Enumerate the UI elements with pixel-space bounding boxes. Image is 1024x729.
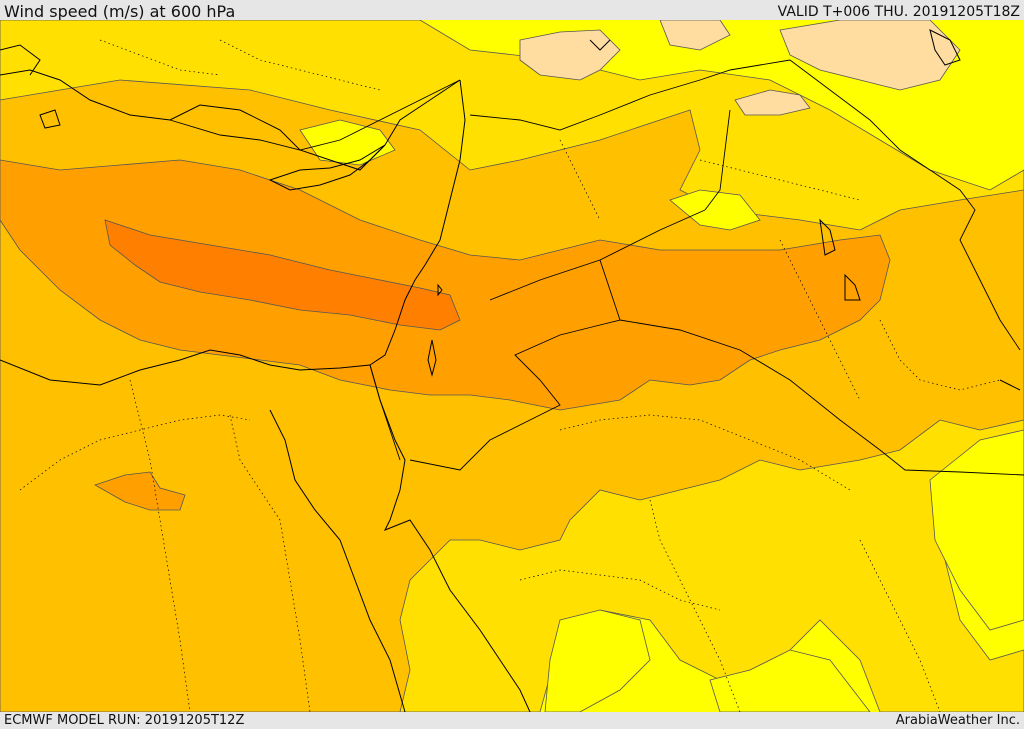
model-run: ECMWF MODEL RUN: 20191205T12Z — [4, 713, 245, 728]
valid-time: VALID T+006 THU. 20191205T18Z — [777, 4, 1020, 20]
map-title: Wind speed (m/s) at 600 hPa — [4, 2, 236, 21]
credit: ArabiaWeather Inc. — [895, 713, 1020, 728]
yellow-patch-3 — [544, 609, 651, 712]
calm-patch-3 — [779, 20, 961, 91]
country-borders — [169, 59, 1024, 476]
admin-boundaries — [19, 39, 1001, 712]
yellow-patch-4 — [709, 649, 871, 712]
yellow-patch-1 — [669, 189, 761, 231]
yellow-patch-2 — [929, 429, 1024, 631]
map-footer: ECMWF MODEL RUN: 20191205T12Z ArabiaWeat… — [0, 712, 1024, 729]
band-orange-patch — [94, 471, 186, 511]
calm-patch-2 — [659, 20, 731, 51]
coastlines — [0, 29, 1021, 712]
calm-patch-1 — [519, 29, 621, 81]
map-header: Wind speed (m/s) at 600 hPa VALID T+006 … — [0, 0, 1024, 21]
band-orange — [0, 159, 891, 411]
wind-speed-field — [0, 20, 1024, 712]
weather-map — [0, 20, 1024, 712]
calm-patch-4 — [734, 89, 811, 116]
band-dark-orange — [104, 219, 461, 331]
